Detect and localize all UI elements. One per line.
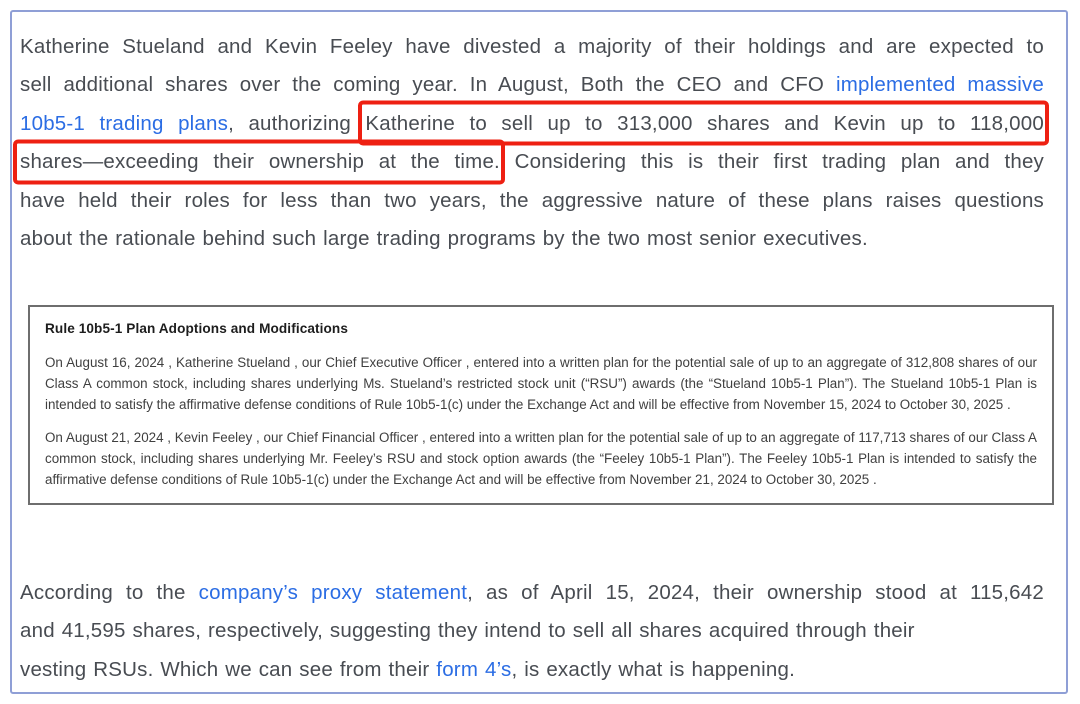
closing-text: , is exactly what is happening. (511, 657, 795, 681)
intro-text: about the rationale behind such large tr… (20, 227, 868, 251)
closing-text: and 41,595 shares, respectively, suggest… (20, 619, 915, 643)
annotation-box-exceeding-ownership: shares—exceeding their ownership at the … (20, 150, 500, 174)
intro-text: Katherine Stueland and Kevin Feeley have… (20, 35, 1044, 58)
closing-text: According to the (20, 581, 199, 604)
intro-text: sell additional shares over the coming y… (20, 73, 836, 97)
sec-filing-quote-box: Rule 10b5-1 Plan Adoptions and Modificat… (28, 305, 1054, 505)
quote-title: Rule 10b5-1 Plan Adoptions and Modificat… (45, 321, 348, 336)
closing-text: , as of April 15, 2024, their ownership … (467, 581, 1044, 604)
text-line: Katherine Stueland and Kevin Feeley have… (20, 28, 1044, 66)
intro-paragraph: Katherine Stueland and Kevin Feeley have… (20, 28, 1044, 258)
quote-paragraph-feeley: On August 21, 2024 , Kevin Feeley , our … (45, 430, 1037, 487)
text-line: have held their roles for less than two … (20, 182, 1044, 220)
link-trading-plans[interactable]: 10b5-1 trading plans (20, 111, 229, 135)
text-line: vesting RSUs. Which we can see from thei… (20, 651, 1044, 689)
article-frame: Katherine Stueland and Kevin Feeley have… (10, 10, 1068, 694)
text-line: According to the company’s proxy stateme… (20, 574, 1044, 612)
text-line: sell additional shares over the coming y… (20, 66, 1044, 104)
text-line: 10b5-1 trading plans, authorizing Kather… (20, 105, 1044, 143)
link-form-4s[interactable]: form 4’s (436, 657, 512, 681)
link-trading-plans[interactable]: implemented massive (835, 73, 1044, 97)
text-line: about the rationale behind such large tr… (20, 220, 1044, 258)
quote-paragraph-stueland: On August 16, 2024 , Katherine Stueland … (45, 355, 1037, 412)
link-proxy-statement[interactable]: company’s proxy statement (198, 581, 468, 604)
intro-text: Considering this is their first trading … (499, 150, 1044, 174)
closing-text: vesting RSUs. Which we can see from thei… (20, 657, 437, 681)
annotation-box-share-amounts: Katherine to sell up to 313,000 shares a… (365, 111, 1044, 135)
text-line: shares—exceeding their ownership at the … (20, 143, 1044, 181)
closing-paragraph: According to the company’s proxy stateme… (20, 574, 1044, 689)
text-line: and 41,595 shares, respectively, suggest… (20, 612, 1044, 650)
intro-text: have held their roles for less than two … (20, 188, 1044, 212)
intro-text: , authorizing (228, 111, 366, 135)
